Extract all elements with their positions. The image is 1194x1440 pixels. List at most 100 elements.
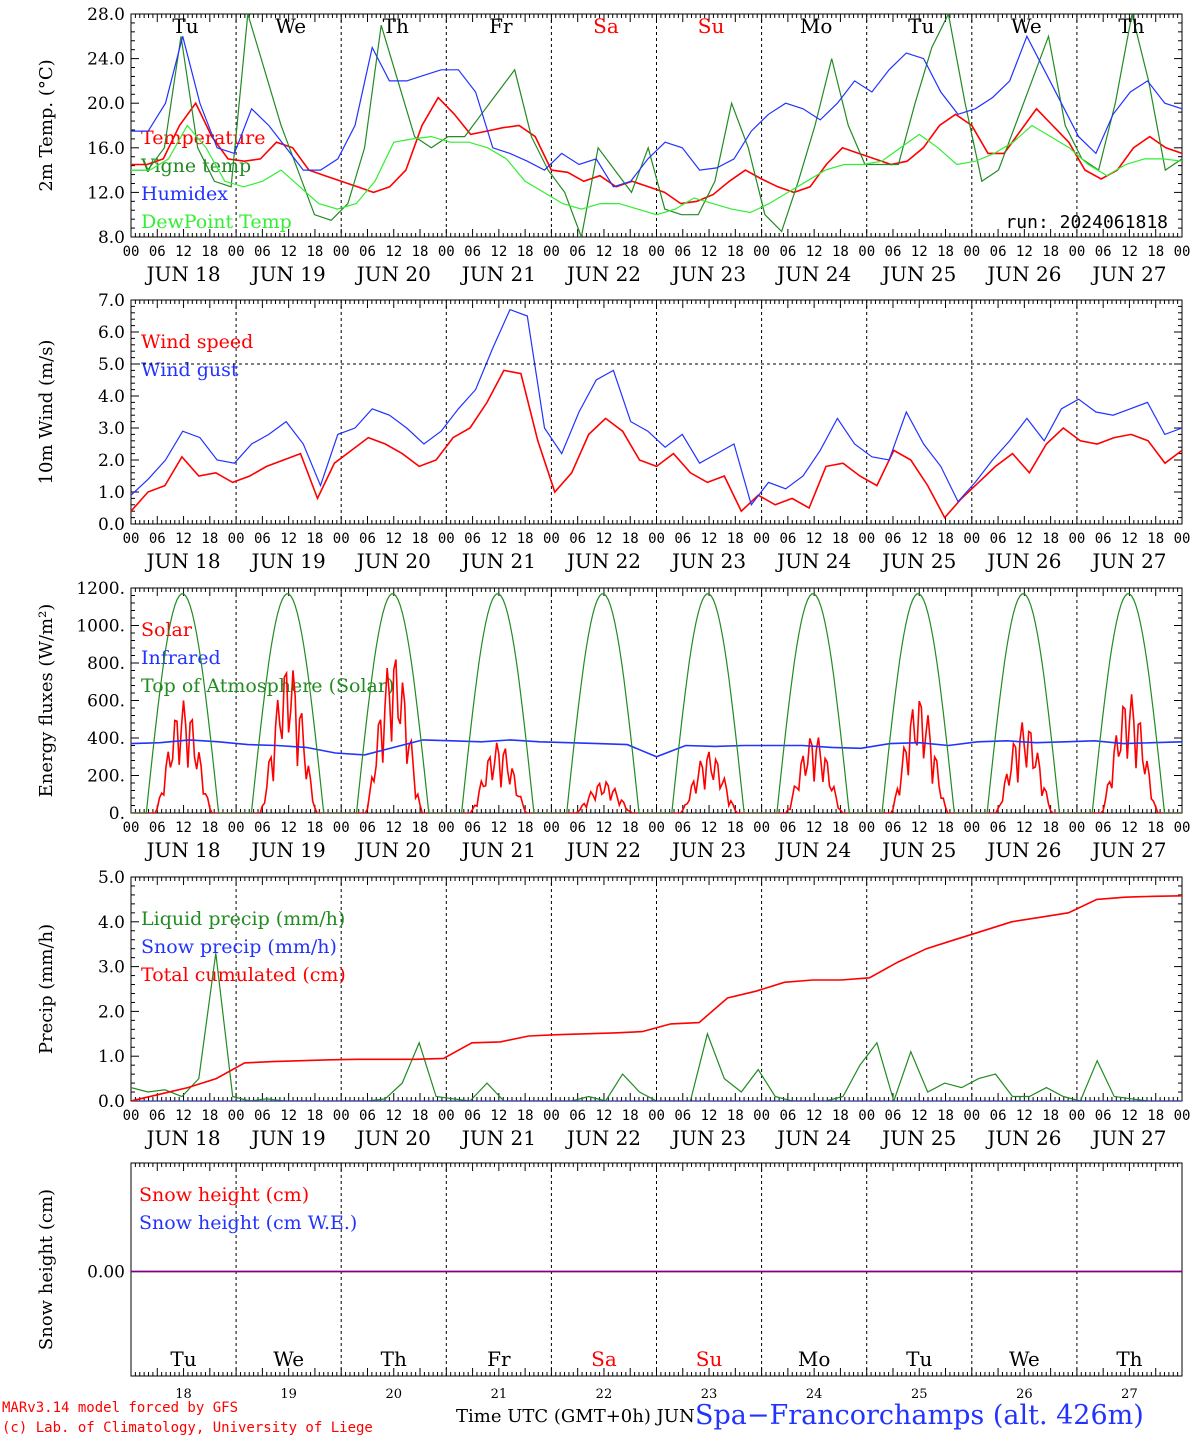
hour-tick-label: 12 xyxy=(175,820,192,836)
hour-tick-label: 06 xyxy=(885,531,902,547)
hour-tick-label: 06 xyxy=(569,820,586,836)
date-label: JUN 26 xyxy=(985,838,1061,862)
hour-tick-label: 06 xyxy=(359,531,376,547)
hour-tick-label: 18 xyxy=(832,244,849,260)
y-tick-label: 2.0 xyxy=(98,1002,125,1022)
hour-tick-label: 18 xyxy=(832,531,849,547)
hour-tick-label: 06 xyxy=(464,1108,481,1124)
hour-tick-label: 18 xyxy=(727,1108,744,1124)
hour-tick-label: 12 xyxy=(1121,531,1138,547)
day-number-label: 25 xyxy=(911,1387,928,1402)
hour-tick-label: 18 xyxy=(201,244,218,260)
hour-tick-label: 00 xyxy=(1068,1108,1085,1124)
hour-tick-label: 00 xyxy=(963,820,980,836)
hour-tick-label: 00 xyxy=(123,244,140,260)
series-line-solar xyxy=(131,659,1182,813)
series-line-liquid-precip-mm-h- xyxy=(131,953,1182,1101)
hour-tick-label: 18 xyxy=(1042,531,1059,547)
legend-entry: Total cumulated (cm) xyxy=(141,964,346,986)
series-group xyxy=(131,593,1182,813)
hour-tick-label: 12 xyxy=(280,1108,297,1124)
weekday-label-top: Mo xyxy=(800,14,833,38)
hour-tick-label: 18 xyxy=(1147,531,1164,547)
y-tick-label: 12.0 xyxy=(87,183,125,203)
hour-tick-label: 00 xyxy=(543,244,560,260)
hour-tick-label: 06 xyxy=(464,244,481,260)
y-axis-label: Snow height (cm) xyxy=(36,1189,57,1350)
hour-tick-label: 12 xyxy=(596,820,613,836)
hour-tick-label: 18 xyxy=(306,820,323,836)
hour-tick-label: 00 xyxy=(963,1108,980,1124)
hour-tick-label: 18 xyxy=(727,531,744,547)
hour-tick-label: 00 xyxy=(1068,820,1085,836)
y-axis-label: Energy fluxes (W/m²) xyxy=(36,604,57,798)
hour-tick-label: 06 xyxy=(885,820,902,836)
y-axis-label: 10m Wind (m/s) xyxy=(36,340,57,485)
hour-tick-label: 06 xyxy=(149,1108,166,1124)
legend-entry: Snow height (cm W.E.) xyxy=(139,1212,357,1234)
hour-tick-label: 06 xyxy=(359,244,376,260)
hour-tick-label: 12 xyxy=(911,1108,928,1124)
hour-tick-label: 18 xyxy=(727,244,744,260)
hour-tick-label: 06 xyxy=(779,531,796,547)
series-line-total-cumulated-cm- xyxy=(131,895,1182,1101)
date-label: JUN 22 xyxy=(565,549,641,573)
hour-tick-label: 06 xyxy=(464,820,481,836)
hour-tick-label: 12 xyxy=(806,531,823,547)
weekday-label-bottom: Th xyxy=(1116,1347,1142,1371)
hour-tick-label: 12 xyxy=(911,531,928,547)
hour-tick-label: 18 xyxy=(201,1108,218,1124)
date-label: JUN 25 xyxy=(880,1126,956,1150)
hour-tick-label: 18 xyxy=(1147,1108,1164,1124)
hour-tick-label: 12 xyxy=(175,1108,192,1124)
y-tick-label: 6.0 xyxy=(98,323,125,343)
series-group xyxy=(131,895,1182,1101)
y-tick-label: 1000. xyxy=(76,617,125,637)
date-label: JUN 26 xyxy=(985,549,1061,573)
y-tick-label: 0. xyxy=(109,804,125,824)
hour-tick-label: 00 xyxy=(438,1108,455,1124)
day-number-label: 22 xyxy=(596,1387,613,1402)
date-label: JUN 22 xyxy=(565,838,641,862)
y-tick-label: 3.0 xyxy=(98,958,125,978)
x-axis-label: Time UTC (GMT+0h) JUN xyxy=(456,1406,695,1427)
y-tick-label: 0.00 xyxy=(87,1263,125,1283)
series-line-top-of-atmosphere-solar- xyxy=(131,593,1182,813)
hour-tick-label: 18 xyxy=(622,820,639,836)
date-label: JUN 18 xyxy=(144,838,220,862)
hour-tick-label: 00 xyxy=(228,244,245,260)
legend-entry: Liquid precip (mm/h) xyxy=(141,908,345,930)
hour-tick-label: 06 xyxy=(674,531,691,547)
hour-tick-label: 12 xyxy=(701,244,718,260)
hour-tick-label: 18 xyxy=(517,531,534,547)
hour-tick-label: 00 xyxy=(858,1108,875,1124)
date-label: JUN 23 xyxy=(670,838,746,862)
hour-tick-label: 00 xyxy=(1174,1108,1191,1124)
hour-tick-label: 18 xyxy=(517,1108,534,1124)
date-label: JUN 19 xyxy=(250,838,326,862)
weekday-label-top: Th xyxy=(383,14,409,38)
weekday-label-bottom: Th xyxy=(381,1347,407,1371)
day-number-label: 18 xyxy=(175,1387,192,1402)
day-number-label: 19 xyxy=(280,1387,297,1402)
y-tick-label: 1.0 xyxy=(98,1047,125,1067)
hour-tick-label: 00 xyxy=(648,1108,665,1124)
hour-tick-label: 18 xyxy=(412,1108,429,1124)
hour-tick-label: 00 xyxy=(543,531,560,547)
hour-tick-label: 18 xyxy=(412,531,429,547)
hour-tick-label: 06 xyxy=(569,1108,586,1124)
date-label: JUN 21 xyxy=(460,549,536,573)
date-label: JUN 26 xyxy=(985,262,1061,286)
legend-entry: Snow precip (mm/h) xyxy=(141,936,337,958)
hour-tick-label: 00 xyxy=(753,820,770,836)
hour-tick-label: 06 xyxy=(674,1108,691,1124)
hour-tick-label: 18 xyxy=(937,1108,954,1124)
hour-tick-label: 06 xyxy=(779,820,796,836)
hour-tick-label: 00 xyxy=(228,1108,245,1124)
weekday-label-top: Su xyxy=(698,14,725,38)
hour-tick-label: 18 xyxy=(1147,244,1164,260)
date-label: JUN 27 xyxy=(1090,1126,1166,1150)
hour-tick-label: 00 xyxy=(1068,244,1085,260)
legend-entry: Vigne temp xyxy=(140,155,251,177)
hour-tick-label: 00 xyxy=(753,531,770,547)
